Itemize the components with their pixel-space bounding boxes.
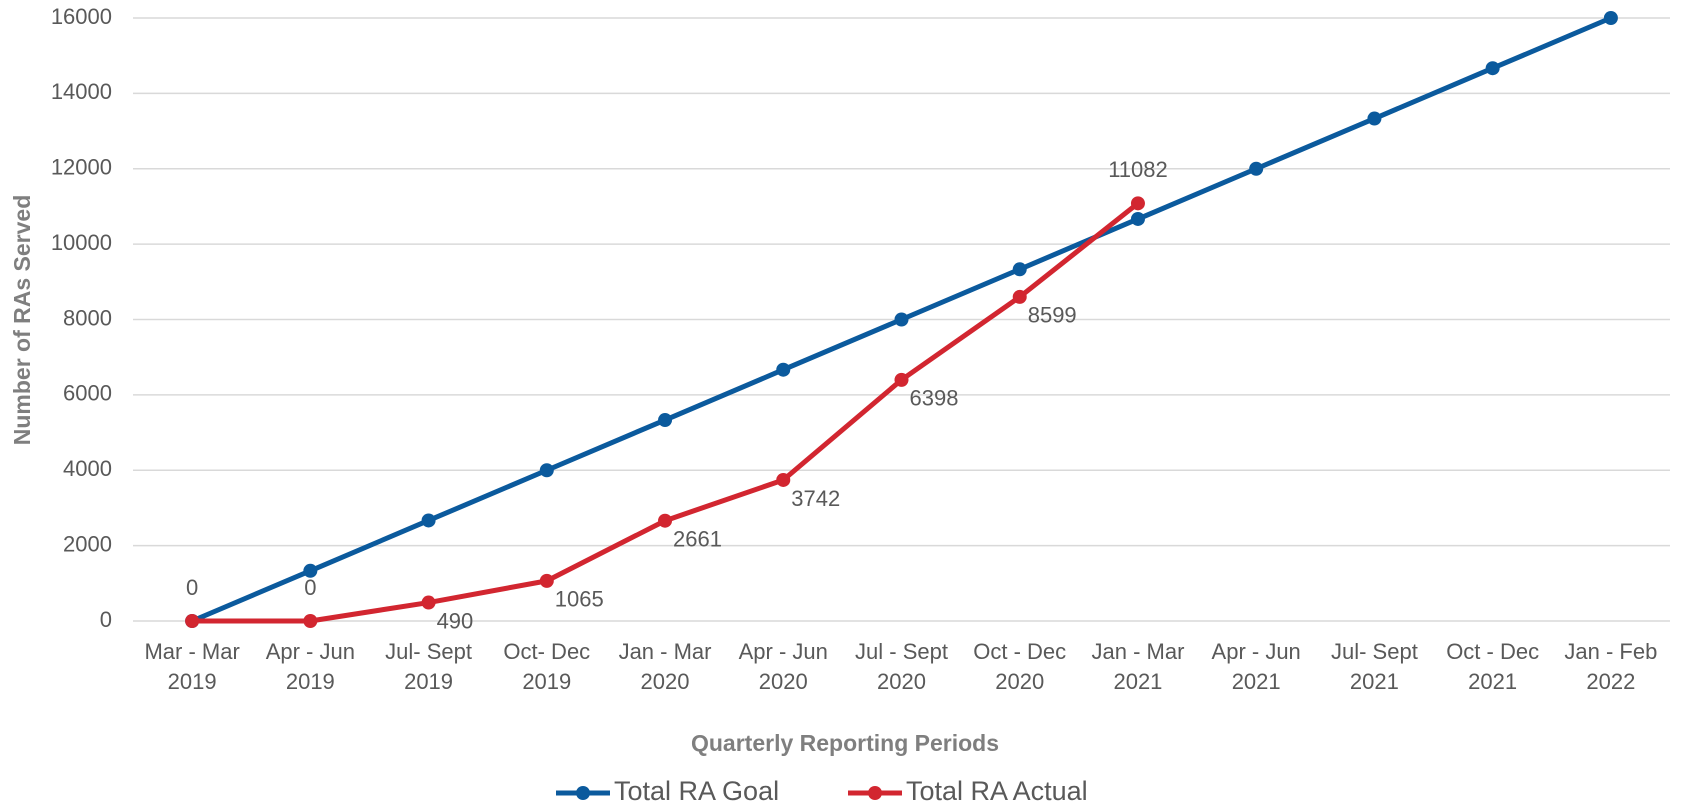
data-point — [776, 472, 791, 487]
y-tick-label: 16000 — [51, 4, 112, 29]
y-tick-label: 12000 — [51, 155, 112, 180]
data-label: 8599 — [1028, 303, 1077, 328]
x-tick-label: Jul- Sept 2021 — [1330, 639, 1418, 694]
x-axis-title: Quarterly Reporting Periods — [691, 730, 999, 756]
data-point — [421, 595, 436, 610]
data-label: 0 — [186, 575, 198, 600]
data-label: 490 — [437, 608, 474, 633]
data-label: 0 — [304, 575, 316, 600]
data-label: 1065 — [555, 587, 604, 612]
x-tick-label: Jan - Mar 2021 — [1091, 639, 1185, 694]
x-tick-label: Oct- Dec 2019 — [503, 639, 591, 694]
legend-label: Total RA Goal — [614, 776, 779, 806]
data-label: 6398 — [910, 386, 959, 411]
data-point — [1130, 211, 1145, 226]
y-tick-label: 10000 — [51, 230, 112, 255]
data-point — [1367, 111, 1382, 126]
y-tick-label: 8000 — [63, 305, 112, 330]
data-point — [539, 573, 554, 588]
y-tick-label: 2000 — [63, 531, 112, 556]
y-tick-label: 0 — [100, 607, 112, 632]
data-point — [1249, 161, 1264, 176]
y-tick-label: 6000 — [63, 381, 112, 406]
x-tick-label: Apr - Jun 2020 — [738, 639, 828, 694]
data-point — [539, 463, 554, 478]
data-point — [1012, 289, 1027, 304]
data-point — [1130, 196, 1145, 211]
y-tick-label: 4000 — [63, 456, 112, 481]
x-tick-label: Apr - Jun 2021 — [1211, 639, 1301, 694]
data-point — [1485, 61, 1500, 76]
data-point — [303, 614, 318, 628]
data-label: 3742 — [791, 486, 840, 511]
data-point — [303, 563, 318, 578]
legend-marker — [868, 786, 882, 800]
x-tick-label: Oct - Dec 2021 — [1446, 639, 1540, 694]
data-point — [658, 413, 673, 428]
data-point — [776, 362, 791, 377]
y-axis-title: Number of RAs Served — [9, 195, 35, 446]
x-tick-label: Jan - Feb 2022 — [1564, 639, 1658, 694]
data-point — [185, 614, 200, 628]
x-tick-label: Mar - Mar 2019 — [144, 639, 240, 694]
y-tick-label: 14000 — [51, 79, 112, 104]
data-point — [658, 513, 673, 528]
data-label: 2661 — [673, 527, 722, 552]
x-tick-label: Jul - Sept 2020 — [855, 639, 948, 694]
data-point — [894, 372, 909, 387]
data-point — [1012, 262, 1027, 277]
x-tick-label: Jul- Sept 2019 — [385, 639, 472, 694]
legend-label: Total RA Actual — [906, 776, 1088, 806]
data-point — [421, 513, 436, 528]
data-label: 11082 — [1108, 157, 1168, 182]
data-point — [1603, 11, 1618, 25]
legend-marker — [576, 786, 590, 800]
x-tick-label: Jan - Mar 2020 — [618, 639, 712, 694]
x-tick-label: Oct - Dec 2020 — [973, 639, 1067, 694]
data-point — [894, 312, 909, 327]
x-tick-label: Apr - Jun 2019 — [265, 639, 355, 694]
